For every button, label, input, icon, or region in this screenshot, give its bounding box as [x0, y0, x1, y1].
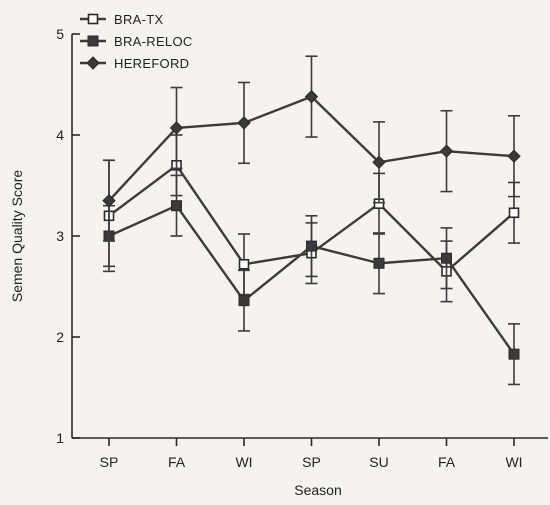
y-tick-label: 3 [56, 228, 64, 244]
series-bra-reloc [103, 174, 520, 386]
x-ticks: SP FA WI SP SU FA WI [100, 438, 523, 470]
data-point [439, 144, 454, 158]
y-ticks: 1 2 3 4 5 [56, 26, 80, 446]
data-point [102, 193, 116, 208]
x-axis-title: Season [294, 482, 341, 498]
x-tick-label: SU [369, 454, 388, 470]
data-point [507, 149, 521, 163]
x-tick-label: WI [235, 454, 252, 470]
x-tick-label: FA [438, 454, 456, 470]
y-tick-label: 5 [56, 26, 64, 42]
data-point [169, 121, 184, 135]
legend: BRA-TX BRA-RELOC HEREFORD [80, 12, 193, 71]
legend-marker [87, 35, 99, 47]
legend-label: BRA-TX [114, 12, 163, 27]
y-tick-label: 2 [56, 329, 64, 345]
data-point [508, 348, 520, 360]
x-tick-label: WI [505, 454, 522, 470]
series-hereford [102, 55, 521, 242]
series-group [102, 55, 521, 386]
legend-marker [87, 13, 99, 25]
y-axis-title: Semen Quality Score [9, 170, 25, 302]
data-point [372, 155, 386, 169]
y-tick-label: 1 [56, 430, 64, 446]
legend-marker [86, 56, 100, 70]
data-point [238, 295, 250, 307]
x-tick-label: SP [302, 454, 321, 470]
y-tick-label: 4 [56, 127, 64, 143]
data-point [171, 200, 182, 212]
data-point [306, 240, 317, 252]
data-point [238, 258, 250, 270]
data-point [237, 116, 251, 130]
legend-label: HEREFORD [114, 56, 189, 71]
data-point [373, 257, 385, 269]
x-tick-label: FA [168, 454, 186, 470]
data-point [508, 207, 520, 219]
legend-label: BRA-RELOC [114, 34, 193, 49]
x-tick-label: SP [100, 454, 119, 470]
data-point [441, 252, 452, 264]
data-point [304, 89, 319, 104]
